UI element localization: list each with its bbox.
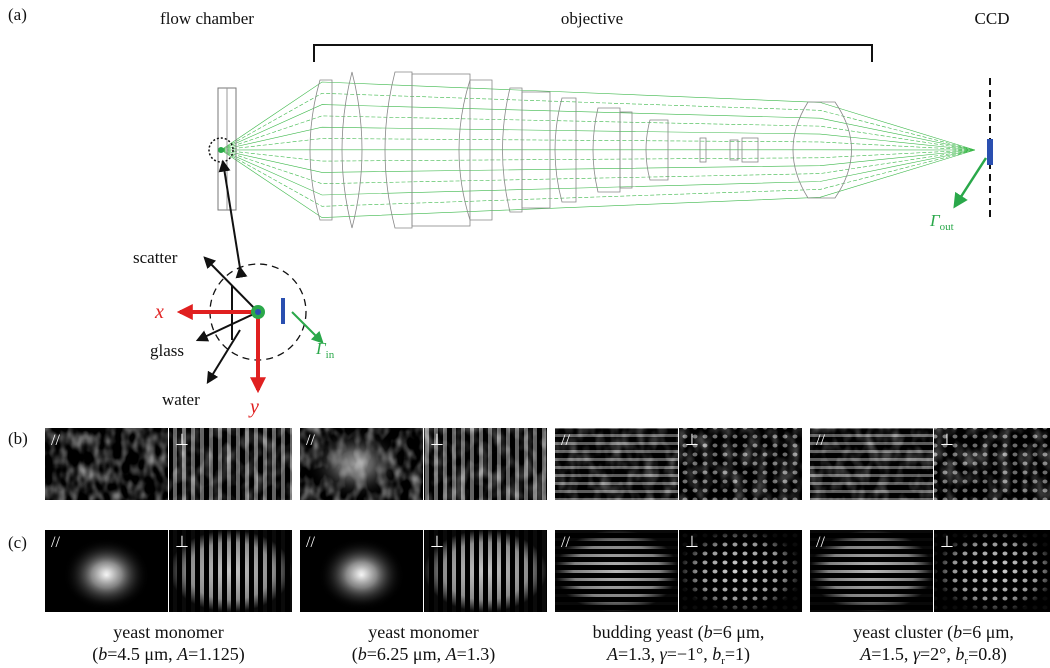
panel-label: (a) [8, 5, 27, 24]
polarization-label: ⊥ [175, 534, 189, 551]
caption-part: =1.5, [871, 644, 913, 664]
polarization-label: ⊥ [430, 432, 444, 449]
caption-part: =6 μm, [713, 622, 765, 642]
figure: (a) flow chamber objective CCD Γout scat… [0, 0, 1050, 668]
caption-part: =1.3, [618, 644, 660, 664]
polarization-label: // [816, 432, 825, 449]
caption-part: =2°, [920, 644, 955, 664]
gamma-out: Γout [929, 211, 954, 233]
caption-part: =0.8) [968, 644, 1007, 665]
ray [221, 82, 975, 150]
polarization-label: // [306, 534, 315, 551]
inset-label: scatter [133, 248, 178, 267]
ray [221, 127, 975, 150]
caption: (b=6.25 μm, A=1.3) [352, 644, 495, 665]
objective-bracket [314, 45, 872, 62]
rays [221, 82, 975, 218]
inset-label: glass [150, 341, 184, 360]
caption-part: b [98, 644, 107, 664]
inset [180, 162, 322, 390]
ray [221, 150, 975, 206]
polarization-label: ⊥ [940, 432, 954, 449]
axis-label: y [248, 396, 259, 418]
caption-part: yeast monomer [368, 622, 478, 642]
caption-part: b [953, 622, 962, 642]
polarization-label: // [816, 534, 825, 551]
caption: yeast cluster (b=6 μm, [853, 622, 1014, 643]
component-label: CCD [975, 9, 1010, 28]
polarization-label: // [51, 432, 60, 449]
caption: budding yeast (b=6 μm, [593, 622, 765, 643]
polarization-label: ⊥ [430, 534, 444, 551]
inset-label: water [162, 390, 200, 409]
caption: yeast monomer [113, 622, 223, 642]
ray [221, 150, 975, 218]
caption-part: =6.25 μm, [367, 644, 446, 664]
caption-part: budding yeast ( [593, 622, 704, 643]
ray [221, 150, 975, 161]
component-label: flow chamber [160, 9, 254, 28]
caption: yeast monomer [368, 622, 478, 642]
caption: A=1.5, γ=2°, br=0.8) [859, 644, 1006, 667]
caption-part: =4.5 μm, [107, 644, 177, 664]
gamma-in: Γin [315, 339, 335, 361]
ray [221, 139, 975, 151]
caption-part: yeast monomer [113, 622, 223, 642]
caption: (b=4.5 μm, A=1.125) [92, 644, 244, 665]
ray [221, 93, 975, 150]
caption: A=1.3, γ=−1°, br=1) [606, 644, 750, 667]
polarization-label: ⊥ [175, 432, 189, 449]
caption-part: b [358, 644, 367, 664]
flow-chamber [209, 88, 236, 210]
caption-part: =1.125) [188, 644, 245, 665]
polarization-label: ⊥ [685, 432, 699, 449]
caption-part: =1) [725, 644, 750, 665]
polarization-label: // [306, 432, 315, 449]
panel-label: (c) [8, 533, 27, 552]
axis-label: x [154, 301, 164, 323]
polarization-label: ⊥ [685, 534, 699, 551]
ray [221, 150, 975, 172]
polarization-label: // [561, 534, 570, 551]
caption-part: yeast cluster ( [853, 622, 953, 643]
caption-part: =6 μm, [962, 622, 1014, 642]
polarization-label: // [561, 432, 570, 449]
polarization-label: // [51, 534, 60, 551]
caption-part: =1.3) [457, 644, 496, 665]
caption-part: =−1°, [667, 644, 713, 664]
polarization-label: ⊥ [940, 534, 954, 551]
caption-part: b [712, 644, 721, 664]
component-label: objective [561, 9, 623, 28]
caption-part: b [955, 644, 964, 664]
panel-label: (b) [8, 429, 28, 448]
caption-part: b [704, 622, 713, 642]
image-panels: //⊥//⊥yeast monomer(b=4.5 μm, A=1.125)//… [45, 428, 1050, 667]
